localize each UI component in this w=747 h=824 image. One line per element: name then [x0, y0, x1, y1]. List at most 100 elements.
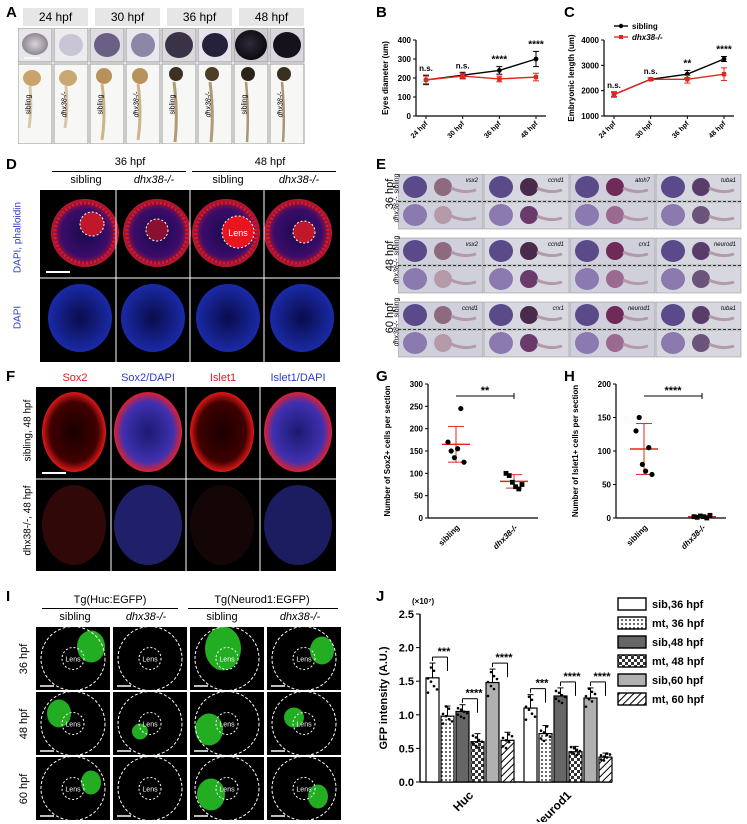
legend-swatch	[617, 692, 647, 706]
y-tick-label: 400	[398, 36, 412, 45]
row-label: sibling	[97, 94, 105, 115]
legend-label: mt, 48 hpf	[652, 656, 704, 668]
data-point	[701, 514, 706, 520]
gene-label: neurod1	[628, 306, 650, 312]
lens-outline	[61, 647, 85, 670]
data-point	[524, 718, 528, 721]
lens-label: Lens	[142, 722, 158, 729]
row-label: sibling	[241, 94, 249, 115]
data-point	[462, 710, 466, 714]
bar	[523, 707, 538, 783]
y-tick-label: 1.5	[399, 676, 414, 688]
gene-label: atoh7	[635, 178, 651, 184]
eye-inset	[575, 268, 599, 290]
genotype-label: sibling	[212, 174, 244, 186]
embryo-tail	[622, 314, 649, 322]
embryo-head	[434, 334, 452, 352]
data-point	[557, 691, 561, 695]
row-label: sibling, 48 hpf	[22, 399, 34, 462]
data-point	[489, 670, 493, 674]
data-point	[486, 680, 490, 684]
eye-inset	[403, 304, 427, 326]
row-label: dhx38-/-, 48 hpf	[22, 485, 34, 556]
legend-label: sibling	[632, 22, 658, 31]
data-point	[569, 750, 573, 754]
embryo-head	[692, 306, 710, 324]
timepoint-header: 24 hpf	[23, 8, 88, 26]
x-tick-label: 48 hpf	[520, 120, 540, 140]
data-point	[648, 77, 653, 82]
embryo-head	[606, 334, 624, 352]
stain-col-label: Islet1	[209, 372, 237, 384]
bar	[470, 741, 485, 783]
y-axis-label: Number of Islet1+ cells per section	[571, 385, 580, 517]
genotype-label: sibling	[206, 611, 238, 623]
x-tick-label: 36 hpf	[483, 120, 503, 140]
data-point	[486, 694, 490, 698]
lens-outline	[138, 777, 162, 800]
embryo-head	[434, 206, 452, 224]
bar	[583, 697, 598, 783]
group-label: Tg(Neurod1:EGFP)	[214, 594, 310, 606]
data-point	[477, 738, 481, 742]
time-label: 60 hpf	[18, 773, 30, 805]
embryo-tail	[450, 214, 477, 222]
embryo-tail	[450, 186, 477, 194]
lens-outline	[292, 712, 316, 735]
data-point	[465, 711, 469, 715]
data-point	[545, 725, 549, 728]
data-point	[456, 706, 460, 710]
eye-inset	[661, 304, 685, 326]
data-point	[602, 755, 606, 758]
eye-inset	[403, 332, 427, 354]
embryo-head	[520, 306, 538, 324]
lens-label: Lens	[228, 228, 248, 238]
gfp-signal	[195, 713, 223, 746]
x-tick-label: Huc	[450, 788, 476, 814]
data-point	[455, 446, 461, 452]
data-point	[462, 716, 466, 720]
x-tick-label: sibling	[437, 523, 462, 548]
x-tick-label: 30 hpf	[635, 120, 655, 140]
sox2-islet1-images	[36, 387, 336, 571]
stain-col-label: Sox2/DAPI	[121, 372, 175, 384]
data-point	[527, 708, 531, 711]
embryo-head	[692, 334, 710, 352]
eye-outline	[40, 756, 106, 821]
data-point	[584, 705, 588, 708]
time-label: 48 hpf	[18, 708, 30, 740]
embryo-tail	[708, 342, 735, 350]
y-tick-label: 2000	[581, 87, 599, 96]
row-label: dhx38-/-	[61, 91, 69, 118]
eye-inset	[661, 204, 685, 226]
data-point	[458, 405, 464, 412]
eye-inset	[489, 332, 513, 354]
lens-label: Lens	[219, 787, 235, 794]
y-tick-label: 0	[419, 514, 424, 523]
panel-label-j: J	[376, 588, 385, 605]
data-point	[721, 56, 727, 62]
lens-label: Lens	[65, 787, 81, 794]
data-point	[471, 742, 475, 745]
y-tick-label: 0.0	[399, 777, 414, 789]
data-point	[704, 515, 710, 521]
row-label: dhx38-/-	[205, 91, 213, 118]
data-point	[513, 484, 518, 490]
significance-label: n.s.	[419, 64, 433, 73]
legend-label: sib,60 hpf	[652, 675, 704, 687]
data-point	[432, 684, 436, 688]
stain-col-label: Islet1/DAPI	[270, 372, 326, 384]
legend-swatch	[617, 635, 647, 649]
data-point	[721, 72, 727, 77]
data-point	[510, 479, 515, 485]
data-point	[423, 77, 429, 83]
gene-label: crx1	[553, 306, 564, 312]
embryo-tail	[708, 314, 735, 322]
bar	[598, 756, 613, 783]
embryo-tail	[708, 186, 735, 194]
gfp-signal	[205, 627, 241, 671]
data-point	[584, 694, 588, 698]
gene-label: crx1	[639, 242, 650, 248]
data-point	[554, 697, 558, 701]
gene-label: tuba1	[721, 178, 736, 184]
